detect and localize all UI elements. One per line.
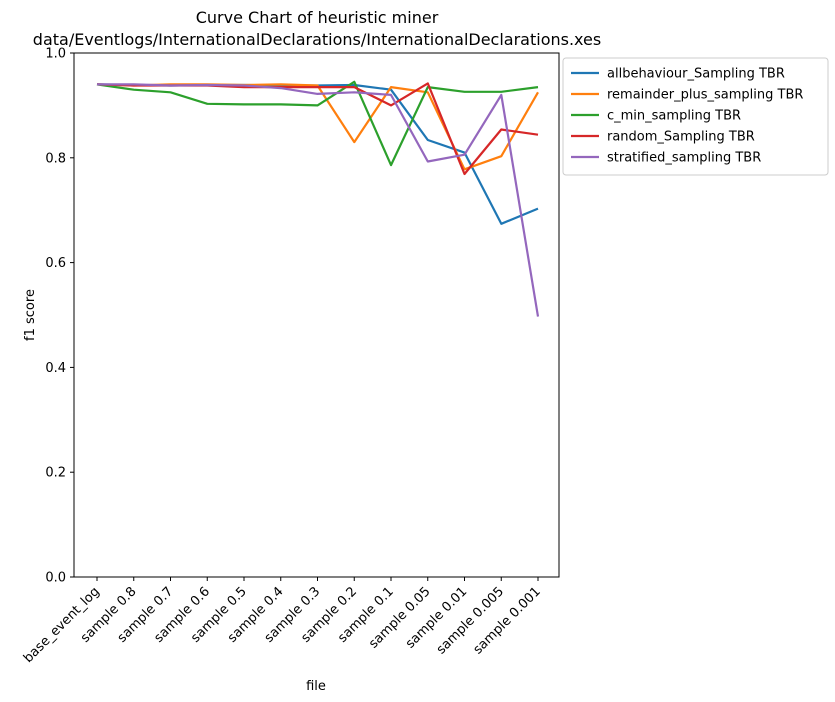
series-line-2 (96, 83, 539, 171)
y-tick-label: 1.0 (45, 47, 66, 62)
legend-label: c_min_sampling TBR (607, 109, 741, 124)
series-line-3 (96, 80, 539, 167)
series-line-4 (96, 82, 539, 176)
y-tick-label: 0.4 (45, 361, 66, 376)
legend-label: allbehaviour_Sampling TBR (607, 67, 785, 82)
chart-title: Curve Chart of heuristic miner (196, 8, 439, 27)
y-tick-label: 0.8 (45, 151, 66, 166)
legend-label: stratified_sampling TBR (607, 151, 761, 166)
y-tick-label: 0.2 (45, 466, 66, 481)
legend-box (562, 57, 829, 176)
x-tick-label: sample 0.001 (471, 584, 544, 657)
legend-label: random_Sampling TBR (607, 130, 755, 145)
y-axis-label: f1 score (23, 289, 38, 341)
chart-subtitle: data/Eventlogs/InternationalDeclarations… (33, 30, 601, 49)
legend-label: remainder_plus_sampling TBR (607, 88, 803, 103)
series-line-5 (97, 83, 540, 317)
plot-frame (73, 52, 560, 578)
x-axis-label: file (306, 679, 326, 694)
legend: allbehaviour_Sampling TBR remainder_plus_… (562, 57, 829, 176)
y-tick-label: 0.6 (45, 256, 66, 271)
y-tick-label: 0.0 (45, 571, 66, 586)
